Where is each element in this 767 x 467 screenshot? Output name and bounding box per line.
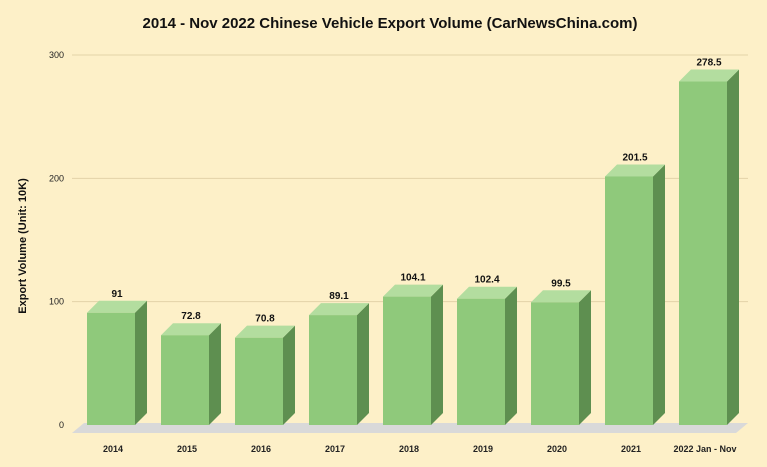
- bar-top: [161, 323, 221, 336]
- bar-front: [161, 335, 209, 425]
- y-axis-ticks: 0 100 200 300: [49, 50, 64, 430]
- bar-top: [531, 290, 591, 303]
- x-tick-label: 2014: [103, 444, 123, 454]
- x-axis-ticks: 2014 2015 2016 2017 2018 2019 2020 2021 2022 Jan…: [103, 444, 737, 454]
- bar-top: [679, 69, 739, 82]
- bar-side: [579, 290, 591, 425]
- data-label: 70.8: [255, 314, 275, 325]
- bar-top: [87, 300, 147, 313]
- data-label: 89.1: [329, 291, 349, 302]
- y-tick-label: 200: [49, 173, 64, 183]
- data-label: 99.5: [551, 278, 571, 289]
- bar-front: [87, 312, 135, 425]
- bar-side: [431, 284, 443, 425]
- bar-side: [505, 286, 517, 425]
- bar-side: [135, 300, 147, 425]
- bar: [383, 284, 443, 425]
- bar-front: [235, 337, 283, 425]
- bar-front: [383, 296, 431, 425]
- bar-side: [653, 164, 665, 425]
- bar-top: [235, 325, 295, 338]
- floor-plane: [72, 423, 748, 433]
- bar-top: [605, 164, 665, 177]
- bar-front: [457, 298, 505, 425]
- bar-front: [309, 315, 357, 425]
- data-label: 102.4: [474, 275, 499, 286]
- x-tick-label: 2020: [547, 444, 567, 454]
- data-label: 91: [111, 289, 123, 300]
- y-axis-label: Export Volume (Unit: 10K): [17, 178, 29, 314]
- bar: [679, 69, 739, 426]
- bar-side: [209, 323, 221, 425]
- bar-top: [457, 286, 517, 299]
- bar-top: [383, 284, 443, 297]
- y-tick-label: 0: [59, 420, 64, 430]
- data-label: 72.8: [181, 311, 201, 322]
- x-tick-label: 2015: [177, 444, 197, 454]
- data-labels: 91 72.8 70.8 89.1 104.1 102.4 99.5 201.5 278.5: [111, 58, 722, 325]
- bar-side: [727, 69, 739, 426]
- x-tick-label: 2021: [621, 444, 641, 454]
- bars: [87, 69, 739, 426]
- data-label: 201.5: [622, 152, 647, 163]
- bar: [531, 290, 591, 425]
- bar: [605, 164, 665, 425]
- x-tick-label: 2022 Jan - Nov: [673, 444, 736, 454]
- bar: [161, 323, 221, 425]
- chart-floor: [72, 423, 748, 433]
- bar-front: [531, 302, 579, 425]
- bar-side: [283, 325, 295, 425]
- bar-side: [357, 303, 369, 425]
- bar: [235, 325, 295, 425]
- bar: [87, 300, 147, 425]
- bar: [457, 286, 517, 425]
- x-tick-label: 2016: [251, 444, 271, 454]
- chart-title: 2014 - Nov 2022 Chinese Vehicle Export V…: [143, 15, 638, 32]
- y-tick-label: 100: [49, 297, 64, 307]
- data-label: 104.1: [400, 273, 425, 284]
- bar: [309, 303, 369, 425]
- bar-front: [679, 81, 727, 426]
- bar-top: [309, 303, 369, 316]
- bar-front: [605, 176, 653, 425]
- y-tick-label: 300: [49, 50, 64, 60]
- x-tick-label: 2019: [473, 444, 493, 454]
- x-tick-label: 2017: [325, 444, 345, 454]
- x-tick-label: 2018: [399, 444, 419, 454]
- data-label: 278.5: [696, 58, 721, 69]
